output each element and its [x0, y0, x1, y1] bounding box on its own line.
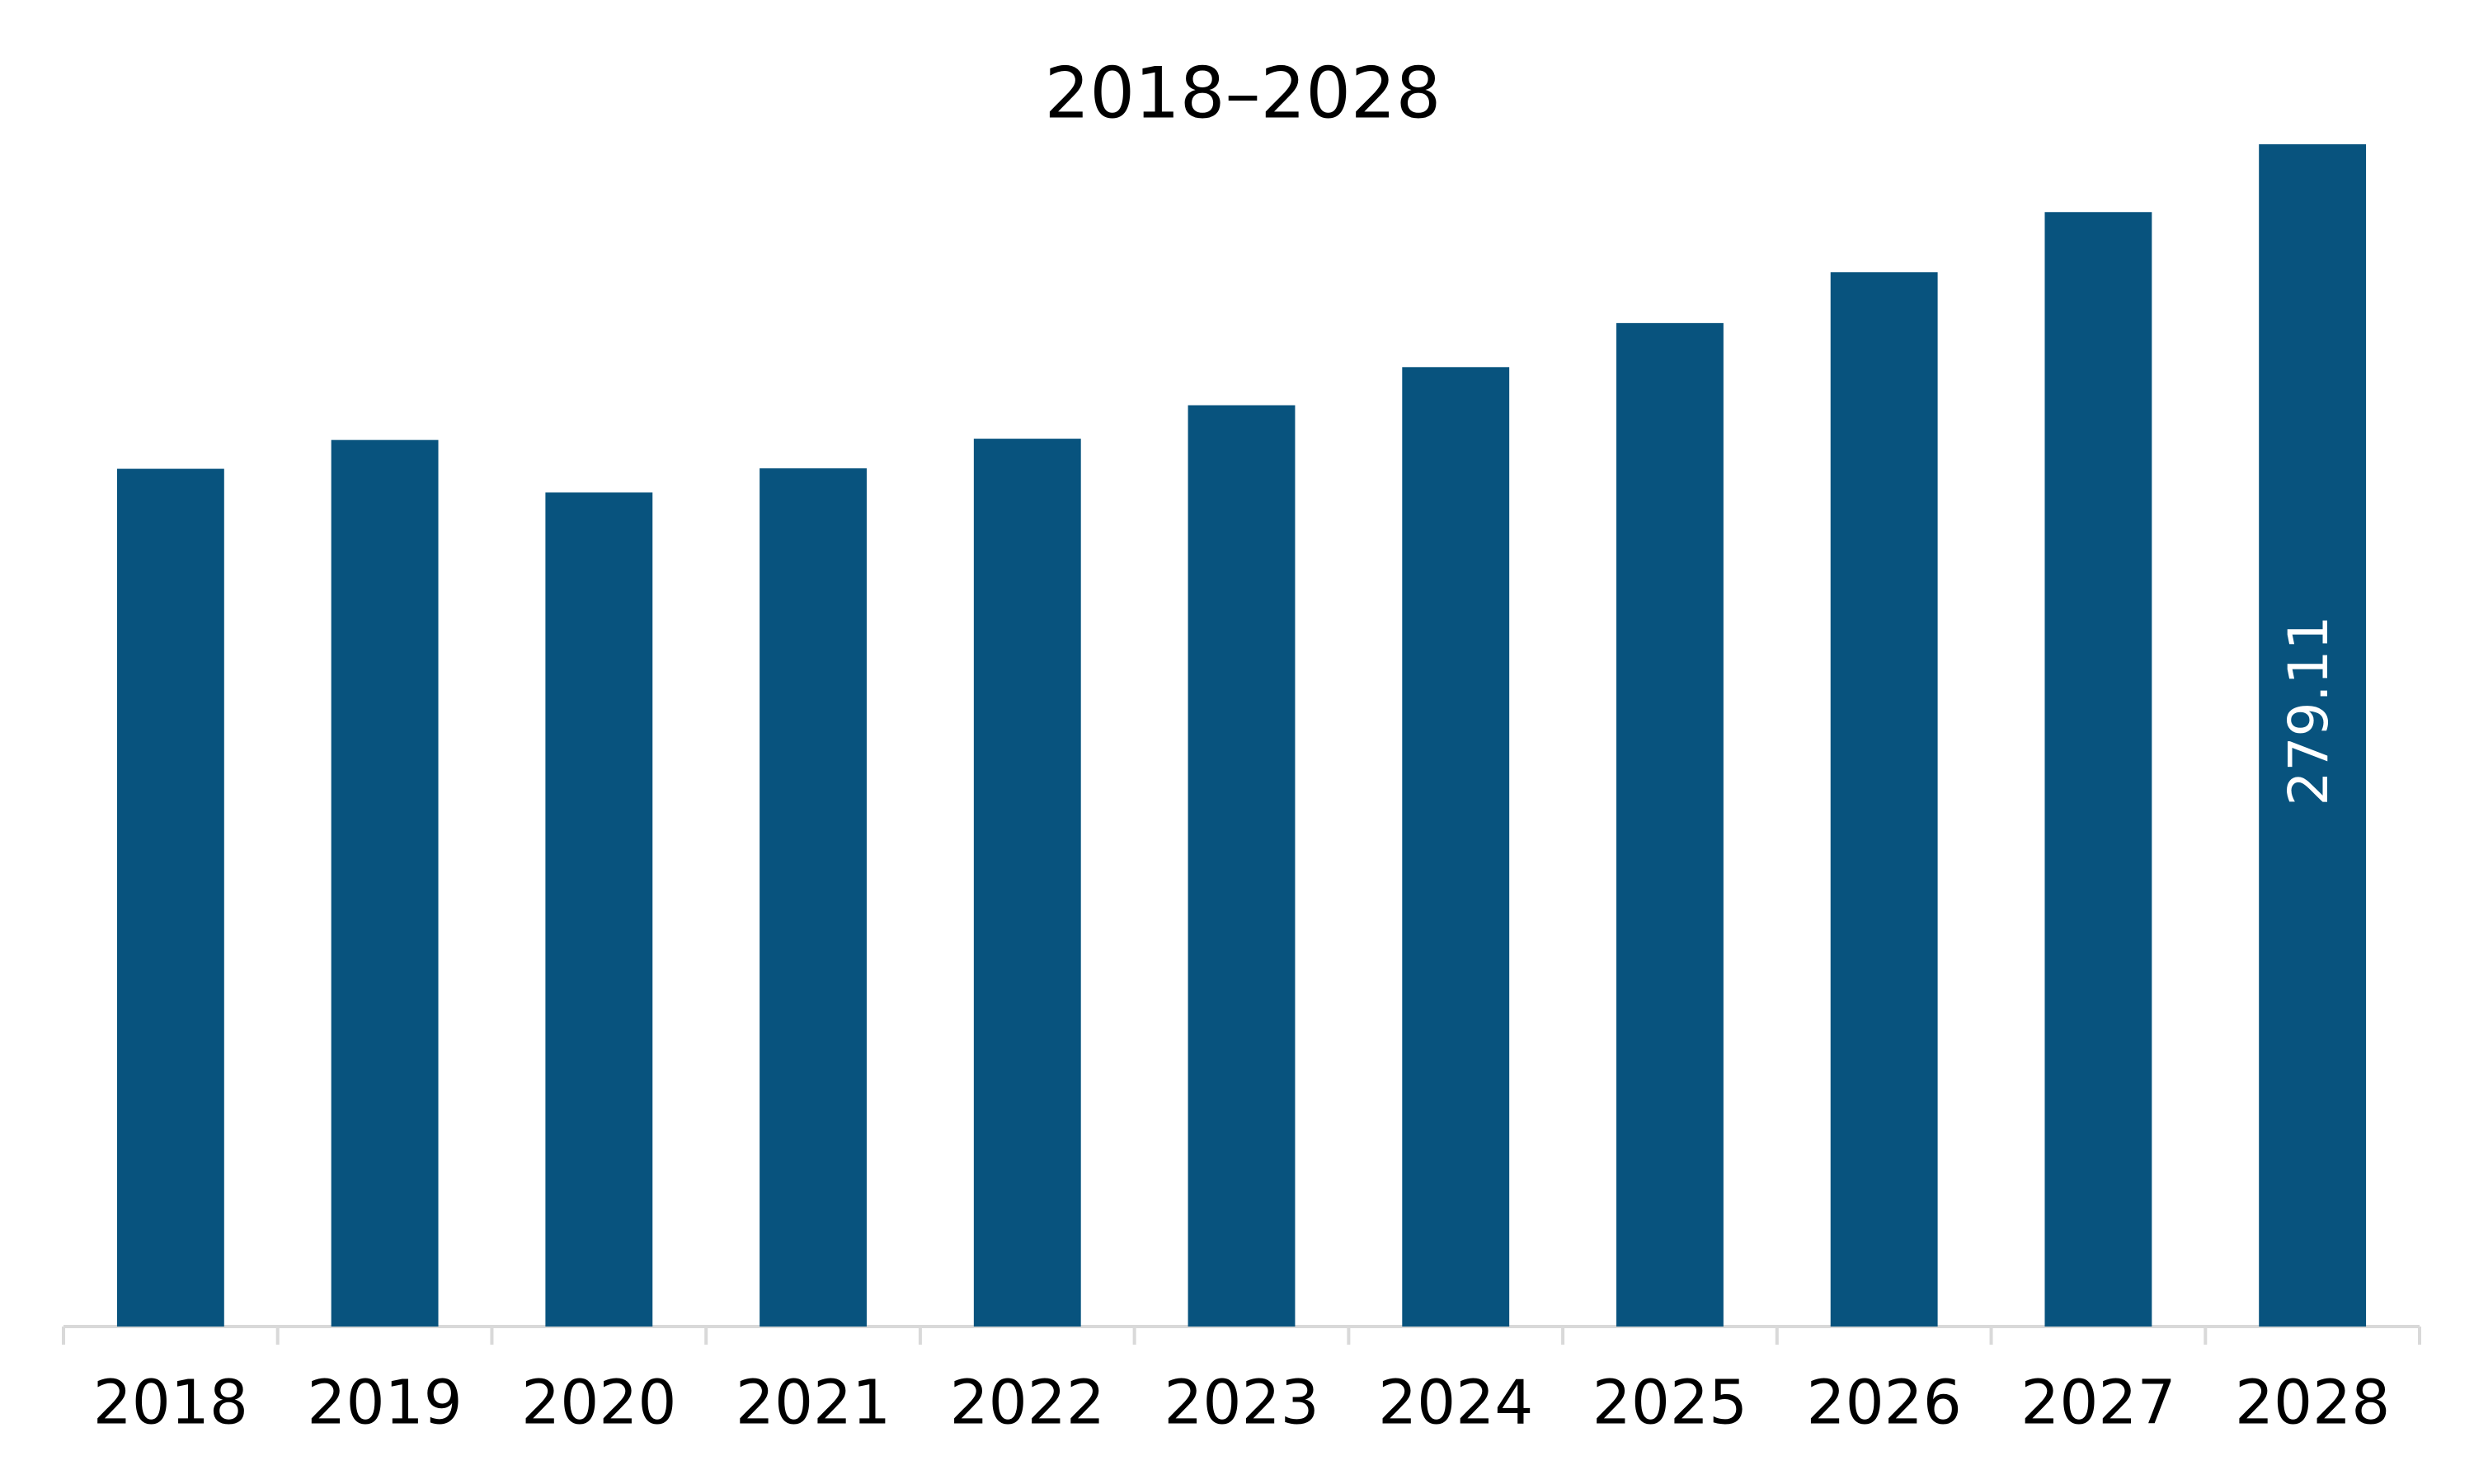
- bar: [1616, 322, 1724, 1327]
- x-tick-label: 2026: [1807, 1368, 1962, 1439]
- x-tick-label: 2027: [2020, 1368, 2175, 1439]
- x-tick-label: 2023: [1164, 1368, 1319, 1439]
- bar: [545, 492, 653, 1327]
- x-tick-label: 2022: [950, 1368, 1105, 1439]
- x-tick-label: 2019: [307, 1368, 462, 1439]
- bar: [1402, 367, 1510, 1327]
- bar: [973, 439, 1081, 1327]
- bar: [2259, 144, 2367, 1327]
- bar: [2044, 212, 2152, 1327]
- x-tick-label: 2018: [93, 1368, 248, 1439]
- x-tick-label: 2028: [2235, 1368, 2390, 1439]
- x-tick-label: 2021: [736, 1368, 891, 1439]
- bar: [1830, 272, 1938, 1327]
- value-label: 279.11: [2277, 616, 2340, 806]
- bar: [760, 468, 867, 1327]
- bar: [331, 439, 439, 1327]
- x-tick-label: 2020: [521, 1368, 676, 1439]
- bar: [1188, 405, 1296, 1327]
- chart-title: 2018–2028: [1045, 52, 1442, 134]
- x-tick-label: 2024: [1378, 1368, 1533, 1439]
- x-tick-label: 2025: [1592, 1368, 1747, 1439]
- bar: [116, 468, 224, 1327]
